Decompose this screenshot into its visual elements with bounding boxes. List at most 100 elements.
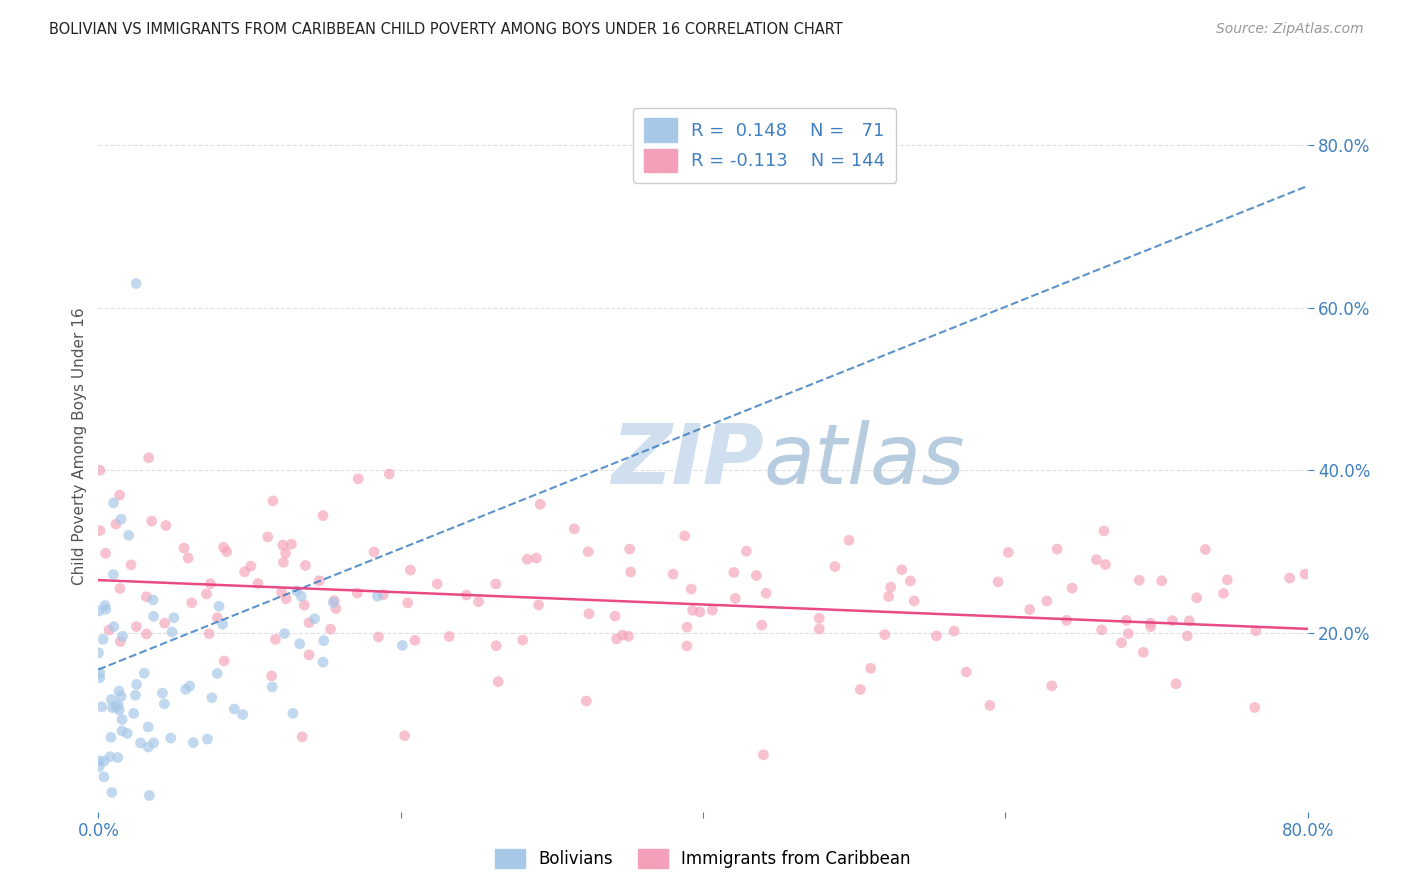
Point [322, 596, 344, 610]
Point [110, 634, 132, 648]
Point [702, 603, 724, 617]
Point [138, 450, 160, 465]
Point [1178, 614, 1201, 628]
Text: Source: ZipAtlas.com: Source: ZipAtlas.com [1216, 22, 1364, 37]
Point [849, 682, 872, 697]
Point [979, 698, 1001, 713]
Point [312, 655, 335, 669]
Point [98, 623, 121, 637]
Point [198, 626, 221, 640]
Point [1150, 574, 1173, 588]
Point [1161, 614, 1184, 628]
Point [141, 514, 163, 528]
Point [859, 661, 882, 675]
Point [1216, 573, 1239, 587]
Point [378, 467, 401, 481]
Point [298, 615, 321, 630]
Point [673, 529, 696, 543]
Point [103, 619, 125, 633]
Point [270, 585, 292, 599]
Point [125, 277, 148, 291]
Point [617, 629, 640, 643]
Point [233, 565, 256, 579]
Point [524, 551, 547, 566]
Point [153, 616, 176, 631]
Point [260, 669, 283, 683]
Y-axis label: Child Poverty Among Boys Under 16: Child Poverty Among Boys Under 16 [72, 307, 87, 585]
Point [174, 682, 197, 697]
Point [264, 632, 287, 647]
Point [180, 596, 202, 610]
Point [94, 599, 117, 613]
Point [1185, 591, 1208, 605]
Point [312, 508, 335, 523]
Point [195, 587, 218, 601]
Point [619, 542, 641, 557]
Point [124, 688, 146, 702]
Point [208, 599, 231, 614]
Point [290, 589, 312, 603]
Point [90, 699, 112, 714]
Point [1046, 542, 1069, 557]
Point [138, 739, 160, 754]
Point [485, 639, 508, 653]
Point [1056, 614, 1078, 628]
Point [89, 463, 111, 477]
Point [745, 568, 768, 582]
Point [89, 524, 111, 538]
Point [347, 472, 370, 486]
Point [100, 692, 122, 706]
Point [179, 679, 201, 693]
Point [838, 533, 860, 548]
Point [516, 552, 538, 566]
Point [111, 629, 134, 643]
Text: atlas: atlas [763, 420, 965, 501]
Point [100, 731, 122, 745]
Point [120, 558, 142, 572]
Point [215, 544, 238, 558]
Point [200, 576, 222, 591]
Legend: Bolivians, Immigrants from Caribbean: Bolivians, Immigrants from Caribbean [488, 842, 918, 875]
Point [93, 755, 115, 769]
Point [467, 594, 489, 608]
Point [723, 566, 745, 580]
Point [437, 630, 460, 644]
Point [207, 666, 229, 681]
Point [94, 602, 117, 616]
Point [118, 528, 141, 542]
Point [159, 731, 181, 745]
Point [1091, 623, 1114, 637]
Point [291, 730, 314, 744]
Point [89, 754, 111, 768]
Point [943, 624, 966, 639]
Point [87, 760, 110, 774]
Point [211, 617, 233, 632]
Point [735, 544, 758, 558]
Point [108, 684, 131, 698]
Point [274, 546, 297, 560]
Point [134, 666, 156, 681]
Point [138, 789, 160, 803]
Point [271, 538, 294, 552]
Point [1116, 626, 1139, 640]
Point [101, 700, 124, 714]
Point [111, 713, 134, 727]
Point [724, 591, 747, 606]
Point [325, 601, 347, 615]
Point [575, 694, 598, 708]
Point [367, 630, 389, 644]
Point [105, 517, 128, 532]
Point [304, 612, 326, 626]
Point [136, 720, 159, 734]
Point [396, 596, 419, 610]
Text: BOLIVIAN VS IMMIGRANTS FROM CARIBBEAN CHILD POVERTY AMONG BOYS UNDER 16 CORRELAT: BOLIVIAN VS IMMIGRANTS FROM CARIBBEAN CH… [49, 22, 844, 37]
Point [207, 611, 229, 625]
Point [562, 522, 585, 536]
Point [366, 589, 388, 603]
Point [529, 497, 551, 511]
Point [1062, 581, 1084, 595]
Point [689, 605, 711, 619]
Point [925, 629, 948, 643]
Point [1194, 542, 1216, 557]
Point [288, 637, 311, 651]
